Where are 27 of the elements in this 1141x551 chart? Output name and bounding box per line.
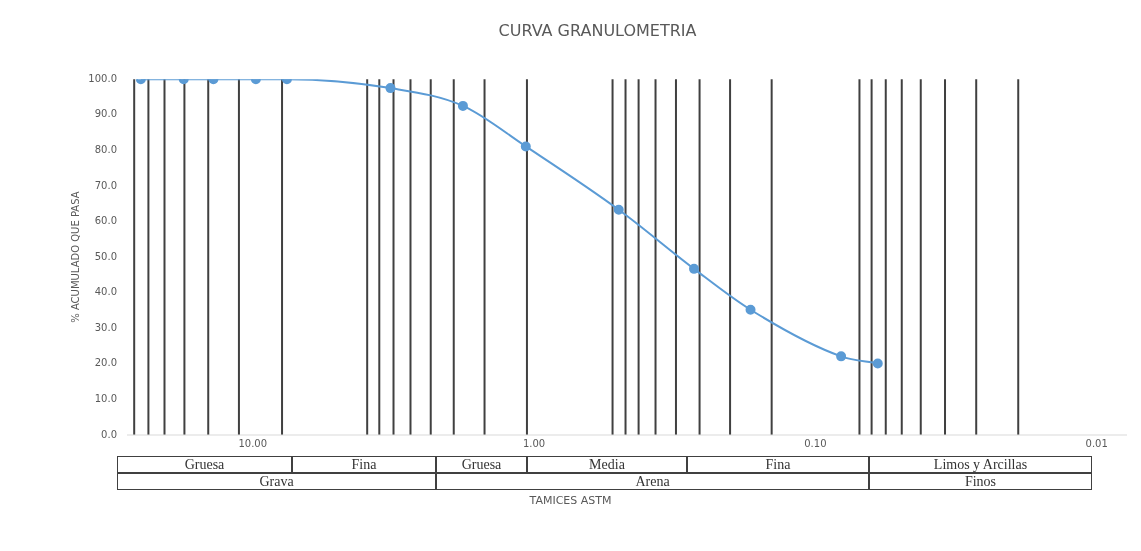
text: Fina bbox=[292, 456, 436, 473]
x-tick-label: 10.00 bbox=[238, 437, 268, 449]
text: Fina bbox=[687, 456, 869, 473]
x-tick-label: 0.10 bbox=[804, 437, 827, 449]
text: Grava bbox=[117, 473, 436, 490]
x-tick-label: 0.01 bbox=[1085, 437, 1108, 449]
y-tick-label: 90.0 bbox=[94, 108, 117, 120]
y-tick-label: 0.0 bbox=[101, 428, 117, 440]
text: Gruesa bbox=[117, 456, 292, 473]
text: Arena bbox=[436, 473, 869, 490]
y-tick-label: 10.0 bbox=[94, 393, 117, 405]
y-tick-label: 20.0 bbox=[94, 357, 117, 369]
y-tick-label: 80.0 bbox=[94, 143, 117, 155]
y-tick-label: 70.0 bbox=[94, 179, 117, 191]
y-axis-title: % ACUMULADO QUE PASA bbox=[69, 191, 81, 323]
y-tick-label: 40.0 bbox=[94, 286, 117, 298]
text: Finos bbox=[869, 473, 1092, 490]
y-tick-label: 100.0 bbox=[88, 72, 117, 84]
y-tick-label: 30.0 bbox=[94, 321, 117, 333]
text: Gruesa bbox=[436, 456, 527, 473]
x-tick-label: 1.00 bbox=[522, 437, 546, 449]
y-tick-label: 50.0 bbox=[94, 250, 117, 262]
text: Media bbox=[527, 456, 687, 473]
y-tick-label: 60.0 bbox=[94, 215, 117, 227]
text: Limos y Arcillas bbox=[869, 456, 1092, 473]
x-axis-title: TAMICES ASTM bbox=[528, 494, 613, 507]
chart-title: CURVA GRANULOMETRIA bbox=[498, 20, 697, 40]
